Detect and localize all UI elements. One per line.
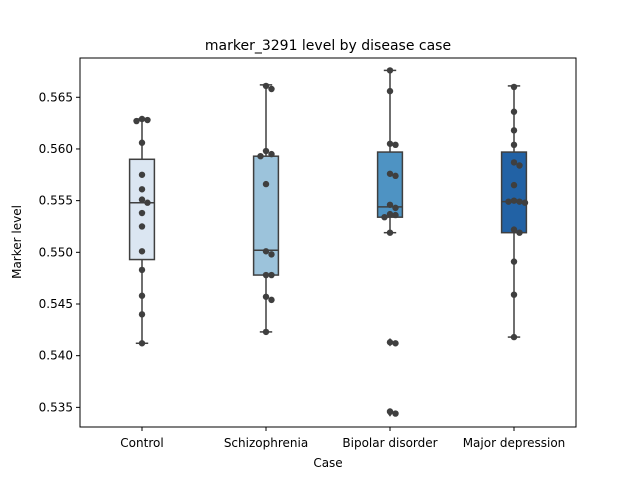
data-point xyxy=(386,408,394,415)
data-point xyxy=(386,201,394,208)
chart-title: marker_3291 level by disease case xyxy=(205,38,451,54)
data-point xyxy=(505,198,512,205)
y-tick-label: 0.555 xyxy=(39,194,73,208)
data-point xyxy=(138,171,146,178)
data-point xyxy=(386,140,394,147)
data-point xyxy=(268,85,275,93)
box-iqr xyxy=(252,155,280,276)
data-point xyxy=(262,180,270,188)
y-tick-label: 0.565 xyxy=(39,90,73,104)
x-tick-label: Schizophrenia xyxy=(224,436,308,450)
data-point xyxy=(138,311,146,318)
data-point xyxy=(510,258,518,265)
data-point xyxy=(138,248,146,255)
data-point xyxy=(510,181,518,189)
data-point xyxy=(510,159,518,166)
data-point xyxy=(392,204,399,212)
x-axis: Control Schizophrenia Bipolar disorder Majo… xyxy=(120,427,565,450)
x-tick-label: Major depression xyxy=(463,436,566,450)
data-point xyxy=(257,152,264,160)
data-point xyxy=(392,410,399,417)
data-point xyxy=(138,292,146,299)
data-point xyxy=(268,251,275,258)
data-point xyxy=(138,186,146,193)
data-point xyxy=(144,199,151,206)
data-point xyxy=(510,226,518,233)
data-point xyxy=(510,197,518,204)
data-point xyxy=(516,198,523,205)
data-point xyxy=(262,271,270,279)
data-point xyxy=(381,213,388,221)
data-point xyxy=(138,139,146,146)
data-point xyxy=(138,115,146,123)
data-point xyxy=(510,83,518,91)
x-tick-label: Control xyxy=(120,436,163,450)
data-point xyxy=(138,196,146,203)
data-point xyxy=(510,333,518,341)
data-point xyxy=(138,209,146,217)
data-point xyxy=(510,108,518,115)
data-point xyxy=(516,162,523,169)
data-point xyxy=(510,141,518,149)
data-point xyxy=(386,229,394,236)
data-point xyxy=(386,210,394,218)
data-point xyxy=(516,229,523,236)
data-point xyxy=(392,172,399,180)
data-point xyxy=(392,141,399,149)
y-tick-label: 0.560 xyxy=(39,142,73,156)
data-point xyxy=(386,170,394,177)
data-point xyxy=(268,150,275,158)
y-tick-label: 0.535 xyxy=(39,400,73,414)
x-tick-label: Bipolar disorder xyxy=(342,436,437,450)
data-point xyxy=(262,328,270,336)
data-point xyxy=(268,271,275,279)
data-point xyxy=(386,87,394,95)
y-tick-label: 0.550 xyxy=(39,245,73,259)
y-tick-label: 0.540 xyxy=(39,349,73,363)
data-point xyxy=(262,248,270,255)
data-point xyxy=(138,266,146,274)
data-point xyxy=(138,223,146,230)
data-point xyxy=(392,211,399,219)
y-axis-label: Marker level xyxy=(10,205,24,279)
data-point xyxy=(386,339,394,346)
data-point xyxy=(521,199,529,206)
data-point xyxy=(392,340,399,347)
plot-frame xyxy=(79,57,577,428)
data-point xyxy=(262,82,270,90)
x-axis-label: Case xyxy=(313,456,342,470)
data-point xyxy=(138,340,146,347)
data-point xyxy=(133,117,140,125)
y-tick-label: 0.545 xyxy=(39,297,73,311)
points-layer xyxy=(133,67,529,417)
data-point xyxy=(144,116,151,124)
data-point xyxy=(262,147,270,155)
data-point xyxy=(510,291,518,298)
data-point xyxy=(268,296,275,304)
y-axis: 0.535 0.540 0.545 0.550 0.555 0.560 0.565 xyxy=(39,90,80,414)
data-point xyxy=(510,127,518,134)
data-point xyxy=(262,293,270,300)
data-point xyxy=(386,67,394,74)
